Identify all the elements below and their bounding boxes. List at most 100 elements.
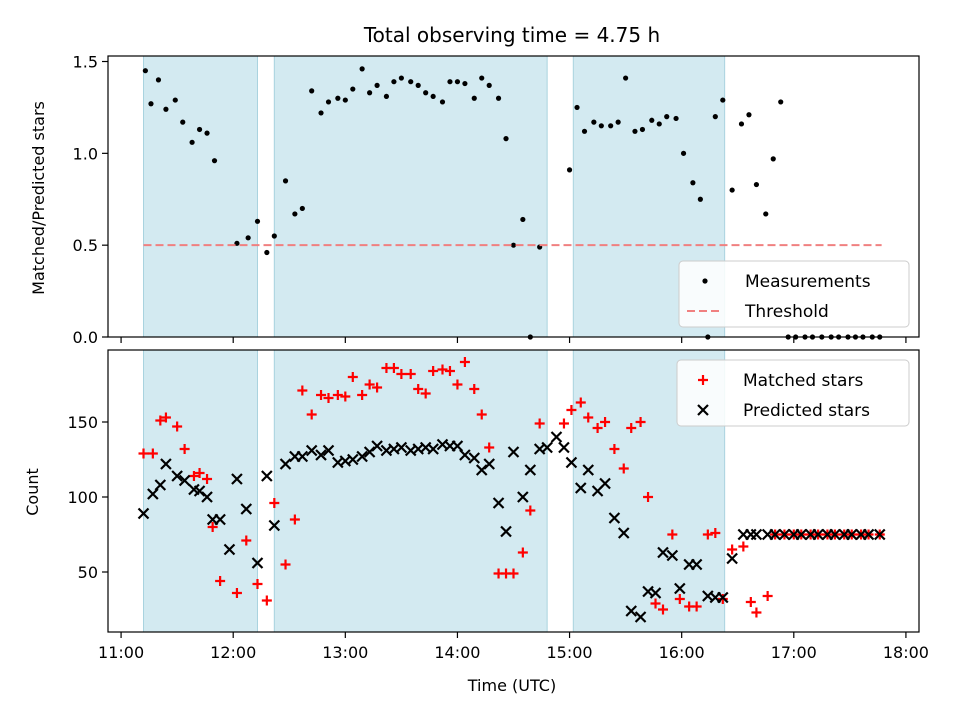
data-point-1-1-70 bbox=[717, 591, 729, 604]
y-tick-label-1-1: 100 bbox=[67, 488, 98, 507]
data-point-1-0-12 bbox=[241, 535, 252, 546]
data-point-1-0-44 bbox=[508, 568, 519, 579]
data-point-0-0-40 bbox=[486, 82, 492, 88]
data-point-0-0-16 bbox=[292, 211, 298, 217]
data-point-1-1-31 bbox=[395, 441, 408, 454]
legend-0: Measurements Threshold bbox=[678, 260, 910, 328]
data-point-0-0-48 bbox=[574, 104, 580, 111]
data-point-0-0-6 bbox=[189, 139, 195, 145]
data-point-0-0-62 bbox=[690, 180, 696, 186]
data-point-0-0-32 bbox=[423, 90, 429, 96]
data-point-0-0-30 bbox=[408, 79, 414, 85]
data-point-1-1-4 bbox=[171, 470, 183, 482]
data-point-1-0-21 bbox=[323, 393, 334, 403]
observing-interval-0-1 bbox=[273, 55, 548, 338]
data-point-1-1-39 bbox=[459, 449, 471, 461]
data-point-1-1-49 bbox=[541, 441, 553, 454]
data-point-1-1-40 bbox=[468, 452, 481, 464]
data-point-1-0-31 bbox=[405, 369, 416, 379]
data-point-0-0-36 bbox=[454, 79, 461, 85]
data-point-1-1-47 bbox=[524, 464, 537, 476]
data-point-1-0-24 bbox=[347, 372, 358, 382]
data-point-1-1-11 bbox=[223, 543, 236, 556]
panel-frame-1 bbox=[107, 349, 920, 633]
data-point-1-1-19 bbox=[296, 450, 309, 463]
count-panel: 50 100 150 11:00 12:00 13:00 14:00 15:00 16:00 17… bbox=[67, 349, 929, 662]
data-point-1-0-23 bbox=[340, 391, 351, 402]
data-point-1-1-44 bbox=[500, 525, 512, 538]
data-point-0-0-12 bbox=[254, 218, 261, 224]
data-point-1-0-70 bbox=[745, 597, 756, 607]
data-point-0-0-0 bbox=[142, 68, 148, 74]
data-point-1-0-20 bbox=[316, 390, 327, 400]
data-point-1-0-38 bbox=[459, 357, 470, 367]
data-point-1-1-51 bbox=[558, 441, 570, 454]
data-point-1-0-57 bbox=[635, 417, 646, 427]
data-point-0-0-28 bbox=[391, 79, 397, 85]
data-point-0-0-21 bbox=[335, 95, 341, 101]
data-point-1-0-58 bbox=[643, 492, 654, 502]
bottom-y-axis-label: Count bbox=[23, 468, 42, 516]
data-point-1-0-27 bbox=[372, 382, 383, 393]
data-point-0-0-18 bbox=[309, 88, 315, 94]
data-point-1-0-29 bbox=[388, 363, 399, 373]
data-point-1-0-25 bbox=[357, 390, 368, 400]
data-point-1-0-4 bbox=[172, 421, 183, 432]
data-point-0-0-72 bbox=[770, 156, 776, 162]
top-y-axis-label: Matched/Predicted stars bbox=[29, 101, 48, 295]
data-point-0-0-47 bbox=[566, 167, 573, 173]
data-point-1-0-72 bbox=[762, 591, 773, 601]
x-tick-label-1: 12:00 bbox=[210, 643, 256, 662]
data-point-1-0-30 bbox=[396, 369, 407, 379]
data-point-0-0-59 bbox=[664, 114, 670, 120]
data-point-1-1-83 bbox=[829, 528, 841, 541]
data-point-0-0-61 bbox=[680, 150, 687, 156]
data-point-1-1-79 bbox=[795, 528, 808, 541]
data-point-1-1-57 bbox=[608, 512, 621, 524]
data-point-1-1-58 bbox=[617, 527, 630, 539]
data-point-1-0-34 bbox=[428, 366, 439, 376]
data-point-1-0-3 bbox=[160, 412, 171, 423]
data-point-1-1-43 bbox=[492, 497, 505, 509]
y-tick-label-1-2: 150 bbox=[67, 413, 98, 432]
data-point-1-0-56 bbox=[626, 423, 637, 433]
data-point-1-0-46 bbox=[525, 505, 536, 516]
data-point-1-1-64 bbox=[666, 549, 679, 562]
data-point-0-0-56 bbox=[639, 126, 646, 133]
legend-label-1-1: Predicted stars bbox=[743, 401, 870, 421]
legend-label-0-0: Measurements bbox=[745, 272, 871, 292]
data-point-1-0-36 bbox=[444, 366, 455, 376]
data-point-0-0-31 bbox=[415, 82, 421, 88]
data-point-1-1-50 bbox=[550, 431, 563, 443]
x-tick-label-2: 13:00 bbox=[322, 643, 368, 662]
data-point-1-1-71 bbox=[726, 552, 738, 565]
data-point-1-1-28 bbox=[371, 440, 383, 452]
x-axis-label: Time (UTC) bbox=[467, 676, 556, 695]
data-point-1-0-69 bbox=[738, 541, 749, 552]
data-point-1-1-62 bbox=[649, 587, 662, 599]
x-tick-label-6: 17:00 bbox=[771, 643, 817, 662]
data-point-1-0-19 bbox=[306, 409, 317, 420]
data-point-1-1-74 bbox=[750, 528, 763, 541]
data-point-0-0-26 bbox=[374, 82, 380, 88]
data-point-1-0-48 bbox=[558, 418, 569, 429]
data-point-1-1-54 bbox=[582, 464, 595, 476]
data-point-1-1-5 bbox=[178, 474, 191, 487]
data-point-1-0-35 bbox=[437, 364, 448, 375]
data-point-0-0-43 bbox=[510, 242, 517, 248]
data-point-1-1-16 bbox=[268, 519, 281, 532]
data-point-0-0-55 bbox=[632, 128, 638, 134]
data-point-0-0-66 bbox=[720, 97, 726, 103]
x-tick-label-5: 16:00 bbox=[659, 643, 705, 662]
data-point-1-0-60 bbox=[657, 604, 668, 615]
data-point-1-1-65 bbox=[674, 582, 686, 595]
x-tick-label-4: 15:00 bbox=[547, 643, 593, 662]
data-point-0-0-19 bbox=[318, 110, 324, 116]
data-point-1-1-85 bbox=[845, 528, 858, 541]
data-point-1-0-10 bbox=[215, 576, 226, 586]
data-point-0-0-50 bbox=[591, 119, 597, 125]
x-tick-label-0: 11:00 bbox=[98, 643, 144, 662]
data-point-1-1-63 bbox=[657, 546, 669, 559]
data-point-0-0-63 bbox=[697, 196, 703, 202]
data-point-0-0-58 bbox=[656, 121, 662, 127]
